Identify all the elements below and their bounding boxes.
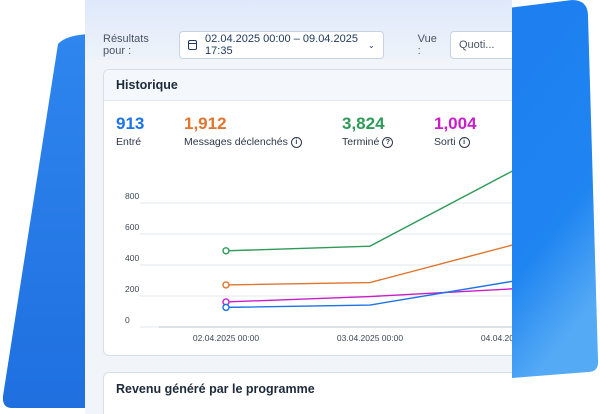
filters-bar: Résultats pour : 02.04.2025 00:00 – 09.0… xyxy=(103,31,512,59)
series-point[interactable] xyxy=(222,303,230,312)
x-tick-label: 02.04.2025 00:00 xyxy=(193,333,259,343)
info-icon[interactable]: i xyxy=(458,137,470,148)
left-blue-shape xyxy=(2,34,101,408)
date-range-button[interactable]: 02.04.2025 00:00 – 09.04.2025 17:35 ⌄ xyxy=(179,31,384,59)
calendar-icon xyxy=(188,40,198,50)
series-line xyxy=(225,288,512,303)
y-tick-label: 0 xyxy=(125,315,130,325)
series-point[interactable] xyxy=(222,247,230,255)
right-blue-shape xyxy=(508,0,599,378)
kpi-entered: 913 Entré xyxy=(116,114,144,148)
y-tick-label: 400 xyxy=(125,253,139,263)
view-select-value: Quoti... xyxy=(458,39,495,51)
dashboard-panel: Résultats pour : 02.04.2025 00:00 – 09.0… xyxy=(85,0,512,414)
kpi-messages: 1,912 Messages déclenchés i xyxy=(184,114,302,148)
kpi-entered-label: Entré xyxy=(116,136,142,148)
info-icon[interactable]: i xyxy=(290,137,302,148)
date-range-text: 02.04.2025 00:00 – 09.04.2025 17:35 xyxy=(205,33,358,57)
history-card: Historique 913 Entré 1,912 Messages décl… xyxy=(103,69,512,356)
series-line xyxy=(225,244,512,286)
kpi-completed: 3,824 Terminé? xyxy=(342,114,394,148)
kpi-messages-value: 1,912 xyxy=(184,114,227,133)
y-tick-label: 600 xyxy=(125,222,139,232)
series-line xyxy=(225,170,512,252)
y-tick-label: 200 xyxy=(125,284,139,294)
series-point[interactable] xyxy=(222,281,230,289)
kpi-exited-label: Sorti xyxy=(434,136,456,148)
view-select[interactable]: Quoti... xyxy=(449,31,512,59)
kpi-completed-label: Terminé xyxy=(342,136,380,148)
results-label: Résultats pour : xyxy=(103,33,149,57)
kpi-messages-label: Messages déclenchés xyxy=(184,136,288,148)
y-tick-label: 800 xyxy=(125,191,139,201)
x-tick-label: 04.04.2025 00:00 xyxy=(481,333,512,343)
help-icon[interactable]: ? xyxy=(382,137,394,148)
series-line xyxy=(225,280,512,309)
chevron-down-icon: ⌄ xyxy=(367,40,375,50)
view-label: Vue : xyxy=(417,33,437,57)
x-tick-label: 03.04.2025 00:00 xyxy=(337,333,403,343)
revenue-title: Revenu généré par le programme xyxy=(116,382,315,396)
history-title: Historique xyxy=(104,70,512,101)
kpi-exited-value: 1,004 xyxy=(434,114,477,133)
kpi-entered-value: 913 xyxy=(116,114,145,133)
revenue-card: Revenu généré par le programme xyxy=(103,372,512,414)
history-line-chart: 0 200 400 600 800 02.04.2025 00:00 03.04.2025 … xyxy=(125,170,512,343)
kpi-exited: 1,004 Sorti i xyxy=(434,114,477,148)
kpi-completed-value: 3,824 xyxy=(342,114,385,133)
